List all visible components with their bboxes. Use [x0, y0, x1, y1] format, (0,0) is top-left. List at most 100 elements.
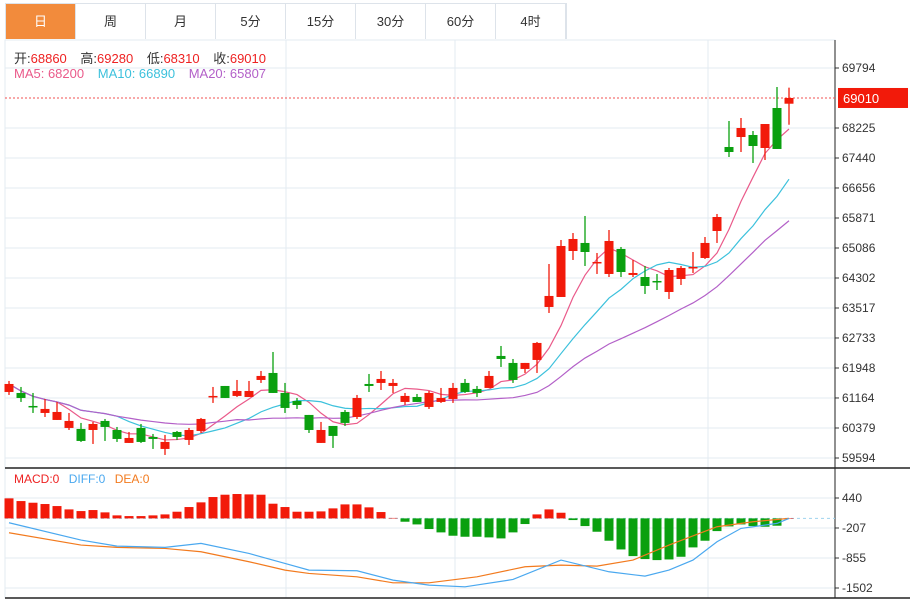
macd-bar — [208, 497, 218, 519]
open-label: 开: — [14, 51, 31, 66]
close-label: 收: — [213, 51, 230, 66]
macd-bar — [592, 518, 602, 532]
candle-up — [208, 395, 218, 398]
high-value: 69280 — [97, 51, 134, 66]
macd-bar — [400, 518, 410, 522]
candle-down — [640, 276, 650, 286]
candle-up — [532, 342, 542, 360]
open-value: 68860 — [30, 51, 67, 66]
candle-up — [244, 390, 254, 397]
macd-bar — [256, 494, 266, 519]
price-tick-label: 67440 — [842, 151, 876, 165]
candle-down — [100, 420, 110, 427]
macd-bar — [376, 512, 386, 519]
close-value: 69010 — [229, 51, 266, 66]
macd-bar — [220, 494, 230, 519]
candle-up — [544, 295, 554, 307]
price-tick-label: 61948 — [842, 361, 876, 375]
candle-up — [88, 423, 98, 430]
candle-up — [556, 245, 566, 297]
macd-bar — [16, 501, 26, 519]
candle-up — [52, 411, 62, 420]
candle-up — [424, 392, 434, 407]
tab-week[interactable]: 周 — [76, 4, 146, 39]
macd-bar — [232, 494, 242, 519]
candle-up — [196, 418, 206, 431]
candle-up — [376, 378, 386, 383]
tab-4hour[interactable]: 4时 — [496, 4, 566, 39]
macd-bar — [760, 518, 770, 527]
macd-bar — [472, 518, 482, 537]
candle-down — [112, 429, 122, 439]
candle-up — [40, 408, 50, 413]
candle-up — [760, 124, 770, 148]
macd-bar — [160, 514, 170, 519]
tab-day[interactable]: 日 — [6, 4, 76, 39]
macd-bar — [568, 518, 578, 521]
macd-bar — [700, 518, 710, 541]
ma-legend: MA5: 68200 MA10: 66890 MA20: 65807 — [14, 66, 276, 81]
price-tick-label: 59594 — [842, 451, 876, 465]
macd-bar — [640, 518, 650, 560]
tab-15min[interactable]: 15分 — [286, 4, 356, 39]
candle-up — [160, 441, 170, 449]
macd-bar — [64, 509, 74, 519]
ma5-value: MA5: 68200 — [14, 66, 85, 81]
candle-down — [772, 107, 782, 149]
macd-bar — [712, 518, 722, 532]
ma20-value: MA20: 65807 — [188, 66, 267, 81]
macd-bar — [496, 518, 506, 539]
candle-up — [520, 362, 530, 369]
macd-tick-label: -207 — [842, 521, 866, 535]
macd-bar — [388, 517, 398, 519]
tab-30min[interactable]: 30分 — [356, 4, 426, 39]
candle-down — [496, 355, 506, 359]
candle-down — [292, 400, 302, 405]
macd-bar — [628, 518, 638, 557]
macd-bar — [88, 510, 98, 519]
candle-up — [232, 390, 242, 396]
candle-down — [28, 405, 38, 408]
macd-bar — [604, 518, 614, 541]
macd-bar — [508, 518, 518, 533]
candle-up — [4, 383, 14, 392]
macd-bar — [352, 504, 362, 519]
high-label: 高: — [80, 51, 98, 66]
macd-bar — [328, 508, 338, 519]
price-tick-label: 68225 — [842, 121, 876, 135]
macd-bar — [244, 494, 254, 519]
candle-down — [136, 427, 146, 442]
macd-bar — [484, 518, 494, 538]
candle-up — [124, 437, 134, 443]
macd-bar — [340, 504, 350, 519]
candle-down — [748, 134, 758, 146]
candle-down — [616, 248, 626, 272]
price-tick-label: 65086 — [842, 241, 876, 255]
macd-bar — [40, 504, 50, 519]
candle-up — [352, 397, 362, 417]
price-tick-label: 69794 — [842, 61, 876, 75]
macd-bar — [652, 518, 662, 561]
candle-up — [400, 395, 410, 402]
macd-bar — [28, 502, 38, 519]
macd-bar — [556, 512, 566, 519]
macd-bar — [124, 516, 134, 519]
candle-down — [172, 431, 182, 437]
macd-bar — [148, 515, 158, 519]
tab-5min[interactable]: 5分 — [216, 4, 286, 39]
candle-down — [148, 436, 158, 439]
candle-up — [316, 429, 326, 443]
macd-bar — [772, 518, 782, 526]
candle-up — [688, 266, 698, 269]
tab-60min[interactable]: 60分 — [426, 4, 496, 39]
current-price-badge — [838, 87, 908, 108]
price-tick-label: 62733 — [842, 331, 876, 345]
price-tick-label: 65871 — [842, 211, 876, 225]
macd-bar — [616, 518, 626, 550]
tab-month[interactable]: 月 — [146, 4, 216, 39]
candle-down — [220, 385, 230, 398]
macd-tick-label: 440 — [842, 491, 862, 505]
candle-down — [304, 414, 314, 430]
macd-bar — [460, 518, 470, 537]
